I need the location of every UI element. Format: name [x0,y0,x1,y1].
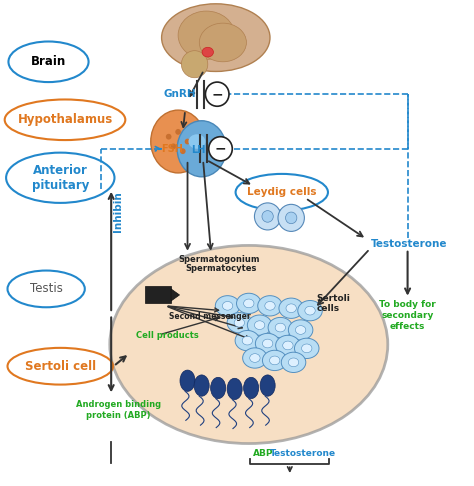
Text: Brain: Brain [31,55,66,69]
Text: Androgen binding
protein (ABP): Androgen binding protein (ABP) [76,399,161,420]
Ellipse shape [301,344,312,353]
Ellipse shape [175,129,181,135]
Ellipse shape [260,375,275,396]
Ellipse shape [275,323,285,332]
Ellipse shape [298,300,322,321]
Ellipse shape [270,356,280,365]
Ellipse shape [288,320,313,340]
Ellipse shape [263,339,273,348]
Ellipse shape [162,4,270,71]
Ellipse shape [244,299,254,308]
Ellipse shape [202,47,213,57]
Ellipse shape [263,350,287,370]
Ellipse shape [247,315,272,335]
Text: Sertoli cell: Sertoli cell [25,360,96,373]
Text: Testis: Testis [30,282,63,295]
Ellipse shape [244,377,259,399]
Text: Inhibin: Inhibin [113,191,123,232]
Ellipse shape [235,330,260,351]
Ellipse shape [276,335,300,356]
Circle shape [205,82,229,106]
Ellipse shape [215,295,240,316]
Ellipse shape [194,375,209,396]
Ellipse shape [227,312,252,333]
Ellipse shape [283,341,293,350]
Ellipse shape [288,358,299,367]
Ellipse shape [177,121,226,177]
Ellipse shape [110,245,388,444]
Text: Sertoli
cells: Sertoli cells [316,294,350,313]
Ellipse shape [258,295,282,316]
Text: Anterior
pituitary: Anterior pituitary [32,164,89,192]
Ellipse shape [243,348,267,368]
Ellipse shape [278,204,304,231]
Ellipse shape [250,354,260,363]
Text: GnRH: GnRH [164,89,197,99]
Ellipse shape [210,377,226,399]
Ellipse shape [171,143,176,149]
Ellipse shape [178,11,235,59]
Ellipse shape [268,317,292,338]
Text: Spermatocytes: Spermatocytes [185,263,256,273]
Ellipse shape [237,293,261,313]
Text: −: − [211,87,223,101]
Ellipse shape [242,336,253,345]
Ellipse shape [189,134,205,149]
Ellipse shape [265,301,275,310]
Ellipse shape [227,378,242,399]
Ellipse shape [262,210,273,222]
Text: Second messenger: Second messenger [169,312,250,321]
Text: LH: LH [191,145,206,155]
Bar [145,286,171,303]
Circle shape [209,137,232,161]
Text: To body for
secondary
effects: To body for secondary effects [379,300,436,331]
Ellipse shape [182,51,208,78]
Ellipse shape [180,148,186,154]
Ellipse shape [285,212,297,224]
Ellipse shape [180,370,195,391]
Ellipse shape [255,333,280,354]
Ellipse shape [286,304,296,312]
Ellipse shape [255,321,265,330]
Text: Spermatogonium: Spermatogonium [178,256,260,264]
Ellipse shape [294,338,319,359]
Ellipse shape [305,306,315,315]
Text: Leydig cells: Leydig cells [247,187,317,197]
Ellipse shape [255,203,281,230]
Ellipse shape [222,301,233,310]
Text: Hypothalamus: Hypothalamus [18,113,113,126]
Text: ABP: ABP [253,449,273,458]
Ellipse shape [281,352,306,372]
Ellipse shape [151,110,205,173]
Ellipse shape [185,139,191,144]
Polygon shape [171,289,180,301]
Ellipse shape [295,326,306,334]
Ellipse shape [234,318,245,327]
Text: Testosterone: Testosterone [270,449,336,458]
Ellipse shape [166,134,172,139]
Text: Testosterone: Testosterone [371,239,448,249]
Text: Cell products: Cell products [136,331,199,340]
Text: −: − [215,142,226,156]
Ellipse shape [199,23,246,62]
Text: FSH: FSH [162,144,183,154]
Ellipse shape [279,298,303,318]
